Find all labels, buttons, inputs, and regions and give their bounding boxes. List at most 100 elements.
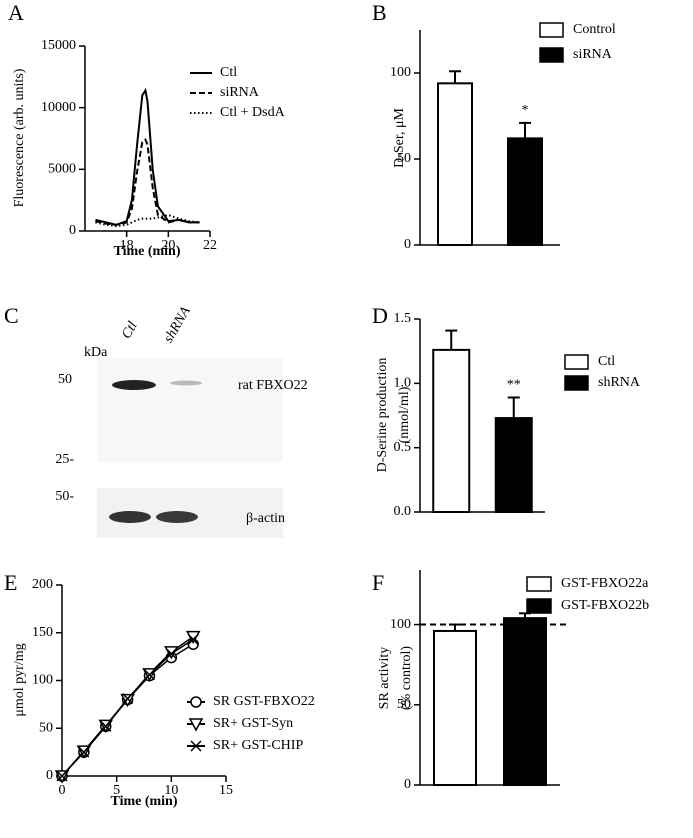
x-tick-label: 22 [203,238,217,253]
bar [503,617,547,787]
panel-letter: C [4,303,19,328]
bar [507,137,543,246]
point [120,693,135,708]
bar [432,348,471,513]
significance: ** [507,378,521,393]
significance: * [522,103,529,118]
size-marker: 25- [55,452,74,467]
y-axis-label: D-Serine production [375,358,390,473]
legend-swatch [539,47,564,63]
size-marker: 50 [58,372,72,387]
chart-panel: B 0 50 100 D-Ser, μM Control * siRNA [372,0,616,252]
panel-letter: D [372,303,388,328]
lane-label: shRNA [161,304,194,346]
y-tick-label: 10000 [41,100,76,115]
series-line [95,87,200,226]
x-axis-label: Time (min) [110,794,177,809]
y-tick-label: 0 [404,777,411,792]
unit-label: kDa [84,345,108,360]
y-tick-label: 200 [32,577,53,592]
band [109,511,151,523]
y-axis-label: (% control) [399,646,414,710]
y-axis-label: D-Ser, μM [392,108,407,168]
y-tick-label: 50 [39,720,53,735]
chart-panel: D 0.0 0.5 1.0 1.5 D-Serine production (nmol/ml… [372,303,641,519]
y-tick-label: 50 [397,697,411,712]
y-tick-label: 0 [69,223,76,238]
x-tick-label: 5 [113,783,120,798]
y-tick-label: 0 [46,768,53,783]
legend-label: SR GST-FBXO22 [213,694,315,709]
point [165,648,177,660]
y-tick-label: 50 [397,151,411,166]
x-tick-label: 18 [120,238,134,253]
chart-panel: A 0 5000 10000 15000 Fluorescence (arb. units… [8,0,286,259]
bar [433,629,477,786]
y-tick-label: 0.0 [394,504,412,519]
x-tick-label: 0 [59,783,66,798]
y-tick-label: 100 [32,673,53,688]
legend-label: Ctl [220,65,237,80]
y-tick-label: 0 [404,237,411,252]
x-axis-label: Time (min) [113,244,180,259]
legend-label: SR+ GST-Syn [213,716,293,731]
y-tick-label: 100 [390,617,411,632]
point [143,669,155,681]
legend-swatch [564,375,589,391]
legend-label: GST-FBXO22a [561,576,649,591]
y-tick-label: 1.0 [394,376,412,391]
panel-letter: F [372,570,384,595]
panel-letter: B [372,0,387,25]
lane-label: Ctl [119,319,141,341]
y-axis-label: (nmol/ml) [397,386,412,443]
blot-image [97,358,283,462]
legend-label: Ctl [598,354,615,369]
size-marker: 50- [55,489,74,504]
bar [494,417,533,513]
y-tick-label: 0.5 [394,440,412,455]
y-tick-label: 150 [32,625,53,640]
point [187,633,199,645]
point [56,770,68,782]
point [78,746,90,758]
x-tick-label: 15 [219,783,233,798]
legend-swatch [526,598,552,614]
legend-label: shRNA [598,375,641,390]
legend-label: siRNA [573,47,613,62]
bar [437,82,473,246]
legend-swatch [564,354,589,370]
legend-label: SR+ GST-CHIP [213,738,303,753]
legend-marker [188,718,204,732]
y-axis-label: μmol pyr/mg [12,643,27,716]
protein-label: rat FBXO22 [238,378,308,393]
panel-letter: E [4,570,17,595]
legend-marker [190,740,202,752]
y-tick-label: 15000 [41,38,76,53]
band [170,380,202,386]
y-axis-label: SR activity [377,647,392,710]
series-line [95,138,200,226]
protein-label: β-actin [246,511,285,526]
chart-panel: F 0 50 100 SR activity (% control) GST-FBXO22a… [372,570,649,792]
legend-marker [190,696,202,708]
point [122,693,134,705]
x-tick-label: 10 [164,783,178,798]
y-tick-label: 1.5 [394,311,412,326]
legend-swatch [539,22,564,38]
y-tick-label: 5000 [48,162,76,177]
legend-label: siRNA [220,85,260,100]
panel-letter: A [8,0,24,25]
legend-label: Ctl + DsdA [220,105,286,120]
x-tick-label: 20 [161,238,175,253]
band [156,511,198,523]
y-axis-label: Fluorescence (arb. units) [12,68,27,207]
blot-panel: C kDa Ctl shRNA 50 25- 50- rat FBXO22 β-… [4,303,308,538]
legend-label: GST-FBXO22b [561,598,649,613]
y-tick-label: 100 [390,65,411,80]
band [112,380,156,390]
chart-panel: E 0 50 100 150 200 μmol pyr/mg 0 5 10 15 Time (min)… [4,570,315,809]
series-line [95,213,200,228]
legend-label: Control [573,22,616,37]
legend-swatch [526,576,552,592]
